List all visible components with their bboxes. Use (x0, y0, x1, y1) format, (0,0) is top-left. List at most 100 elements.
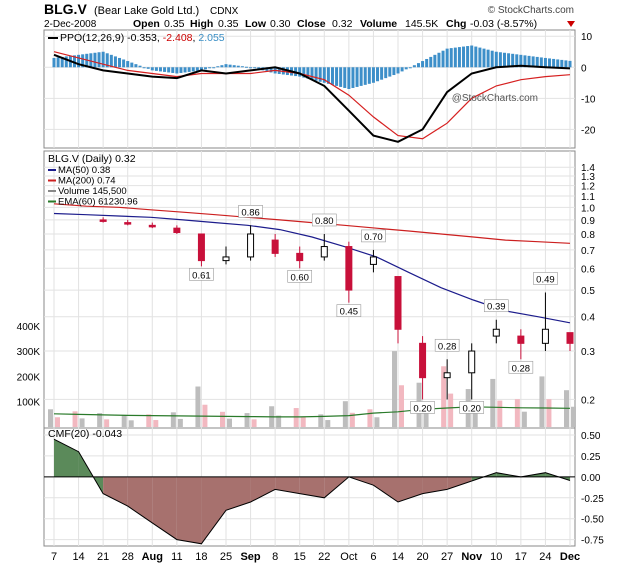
down-arrow-icon (567, 21, 575, 27)
price-y-tick: 0.5 (581, 286, 595, 297)
price-y-tick: 1.0 (581, 203, 595, 214)
volume-bar (170, 412, 176, 427)
volume-bar (48, 409, 53, 427)
candle-body (197, 233, 205, 262)
ppo-legend: PPO(12,26,9) -0.353, -2.408, 2.055 (60, 32, 225, 44)
x-tick-label: 7 (51, 551, 57, 563)
volume-y-tick: 100K (17, 398, 41, 409)
ppo-histogram-bar (101, 51, 105, 68)
volume-bar (104, 419, 110, 427)
price-annotation-box (311, 213, 337, 227)
ppo-histogram-bar (376, 67, 380, 82)
volume-y-tick: 400K (17, 322, 41, 333)
ppo-histogram-bar (343, 67, 347, 88)
candle-body (492, 328, 500, 337)
ppo-histogram-bar (507, 53, 511, 68)
cmf-area-segment (299, 476, 325, 498)
ppo-histogram-bar (257, 67, 261, 70)
ppo-histogram-bar (158, 67, 162, 72)
ppo-histogram-bar (150, 67, 154, 71)
ppo-histogram-bar (81, 54, 85, 68)
ppo-histogram-bar (412, 65, 416, 68)
price-y-tick: 1.2 (581, 182, 595, 193)
x-tick-label: 6 (370, 551, 376, 563)
ppo-histogram-bar (449, 48, 453, 68)
ppo-histogram-bar (441, 50, 445, 68)
ppo-histogram-bar (253, 67, 257, 69)
ppo-histogram-bar (474, 46, 478, 68)
ppo-y-tick: -10 (581, 94, 596, 105)
price-y-tick: 0.4 (581, 313, 595, 324)
close-label: Close (297, 18, 326, 30)
volume-bar (195, 386, 201, 427)
ppo-histogram-bar (408, 67, 412, 69)
ppo-histogram-bar (109, 54, 113, 68)
ppo-histogram-bar (130, 62, 134, 68)
ppo-histogram-bar (486, 49, 490, 68)
legend-item-label: MA(200) 0.74 (58, 176, 116, 187)
volume-bar (153, 420, 159, 427)
ppo-histogram-bar (543, 57, 547, 68)
price-annotation: 0.28 (512, 363, 531, 374)
ohlc-readout: Open 0.35 High 0.35 Low 0.30 Close 0.32 … (133, 18, 537, 30)
volume-bar (251, 419, 257, 427)
ppo-histogram-bar (568, 60, 572, 68)
volume-bar (490, 378, 496, 427)
cmf-area-segment (226, 476, 251, 511)
ppo-y-tick: 0 (581, 63, 587, 74)
price-panel-frame (43, 150, 576, 429)
ppo-histogram-bar (388, 67, 392, 77)
ppo-histogram-bar (167, 67, 171, 73)
price-annotation: 0.60 (290, 272, 309, 283)
price-annotation: 0.20 (413, 403, 432, 414)
ppo-histogram-bar (134, 64, 138, 68)
volume-bar (293, 408, 299, 427)
ppo-histogram-bar (72, 55, 76, 68)
low-value: 0.30 (270, 18, 291, 30)
x-tick-label: Dec (560, 551, 580, 563)
volume-bar (220, 411, 225, 427)
ppo-histogram-bar (195, 67, 199, 71)
ppo-histogram-bar (146, 67, 150, 69)
price-annotation-box (238, 205, 263, 218)
ppo-histogram-bar (511, 53, 515, 68)
candle-body (320, 246, 328, 258)
ppo-histogram-bar (457, 47, 461, 68)
ppo-histogram-bar (535, 56, 539, 68)
price-y-tick: 0.8 (581, 230, 595, 241)
cmf-plot (44, 438, 575, 545)
volume-bar (472, 406, 478, 427)
cmf-y-tick: -0.25 (581, 494, 604, 505)
ppo-histogram-bar (425, 58, 429, 68)
chg-label: Chg (446, 18, 466, 30)
x-tick-label: 14 (392, 551, 404, 563)
ppo-histogram-bar (347, 67, 351, 89)
x-tick-label: 22 (318, 551, 330, 563)
ppo-histogram-bar (363, 67, 367, 85)
price-legend-title: BLG.V (Daily) 0.32 (48, 153, 136, 165)
ppo-histogram-bar (519, 54, 523, 68)
x-tick-label: 25 (220, 551, 232, 563)
ticker-title: BLG.V (44, 1, 87, 17)
cmf-area-segment (54, 439, 79, 477)
ppo-histogram-bar (429, 56, 433, 68)
price-y-tick: 0.2 (581, 395, 595, 406)
x-tick-label: 24 (539, 551, 551, 563)
ppo-histogram-bar (77, 54, 81, 68)
ppo-histogram-bar (118, 57, 122, 68)
price-annotation: 0.70 (364, 232, 383, 243)
ppo-histogram-bar (183, 67, 187, 73)
ppo-watermark: @StockCharts.com (452, 93, 538, 104)
volume-bar (177, 418, 183, 427)
ppo-histogram-bar (122, 59, 126, 68)
price-annotation-box (361, 229, 386, 243)
x-tick-label: 8 (272, 551, 278, 563)
open-label: Open (133, 18, 160, 30)
company-name: (Bear Lake Gold Ltd.) (94, 5, 199, 17)
volume-bar (128, 420, 134, 427)
ppo-histogram-bar (396, 67, 400, 74)
cmf-y-tick: 0.00 (581, 473, 601, 484)
volume-bar (318, 414, 324, 427)
candle-body (443, 372, 451, 379)
legend-item-label: EMA(60) 61230.96 (58, 197, 138, 208)
